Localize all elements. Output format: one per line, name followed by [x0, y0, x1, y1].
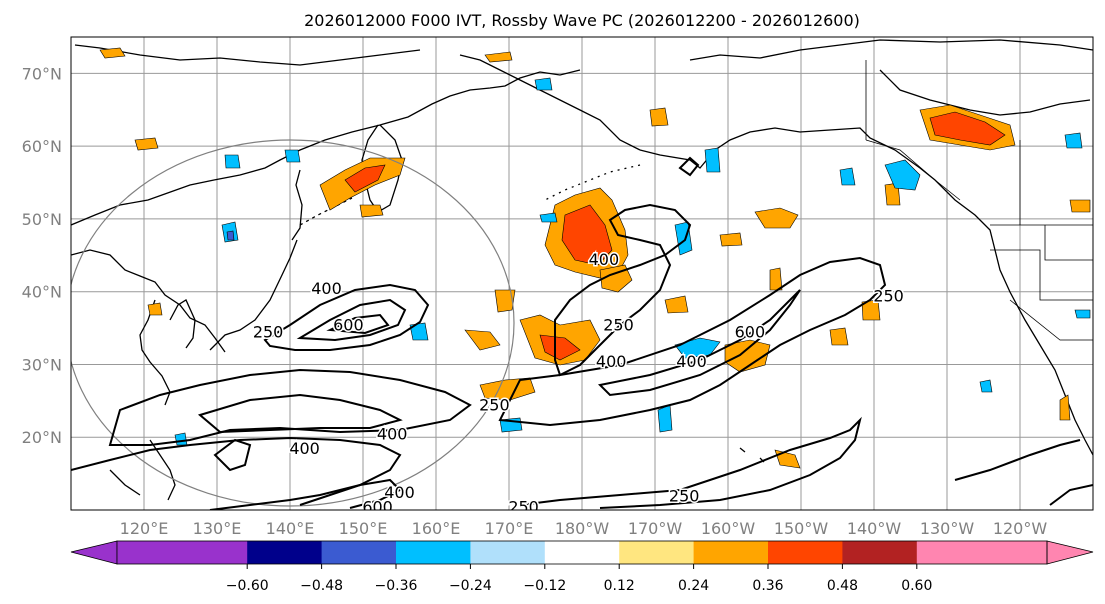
latitude-label: 70°N: [22, 64, 62, 83]
colorbar-tick-label: −0.36: [375, 578, 418, 594]
colorbar-cell: [768, 541, 843, 564]
colorbar-extend-min: [70, 540, 118, 565]
colorbar-cell: [247, 541, 323, 564]
latitude-label: 40°N: [22, 283, 62, 302]
longitude-label: 140°E: [266, 519, 315, 538]
contour-label: 400: [676, 352, 707, 371]
longitude-label: 120°W: [993, 519, 1048, 538]
colorbar: −0.60 −0.48 −0.36 −0.24 −0.12 0.12 0.24 0.36 0.4…: [70, 540, 1094, 594]
longitude-label: 170°E: [485, 519, 534, 538]
contour-label: 400: [384, 483, 415, 502]
longitude-label: 130°W: [920, 519, 975, 538]
colorbar-tick-label: 0.12: [604, 578, 635, 594]
positive-pc-anomaly-fills: [99, 47, 1091, 469]
contour-label: 400: [311, 279, 342, 298]
longitude-label: 140°W: [847, 519, 902, 538]
figure-title: 2026012000 F000 IVT, Rossby Wave PC (202…: [304, 11, 860, 30]
colorbar-frame: [116, 540, 1048, 565]
contour-label: 400: [589, 250, 620, 269]
contour-label: 250: [603, 315, 634, 334]
contour-label: 250: [873, 286, 904, 305]
contour-label: 600: [362, 497, 393, 516]
contour-label: 600: [333, 315, 364, 334]
ivt-contours: [71, 156, 1093, 510]
longitude-label: 170°W: [628, 519, 683, 538]
colorbar-tick-label: −0.48: [300, 578, 343, 594]
latitude-label: 60°N: [22, 137, 62, 156]
colorbar-tick-label: −0.60: [226, 578, 269, 594]
colorbar-cell: [544, 541, 620, 564]
colorbar-cell: [321, 541, 397, 564]
reference-circle: [71, 139, 515, 507]
contour-label: 250: [669, 486, 700, 505]
longitude-label: 120°E: [120, 519, 169, 538]
latitude-label: 20°N: [22, 428, 62, 447]
colorbar-cell: [396, 541, 471, 564]
colorbar-cell: [117, 541, 248, 564]
colorbar-tick-label: 0.36: [752, 578, 783, 594]
colorbar-extend-max: [1046, 540, 1094, 565]
colorbar-cell: [619, 541, 695, 564]
longitude-label: 150°W: [774, 519, 829, 538]
longitude-label: 130°E: [193, 519, 242, 538]
latitude-label: 50°N: [22, 210, 62, 229]
colorbar-cell: [916, 541, 1048, 564]
longitude-label: 160°W: [701, 519, 756, 538]
colorbar-tick-label: −0.24: [449, 578, 492, 594]
contour-label: 250: [253, 323, 284, 342]
colorbar-tick-label: 0.48: [827, 578, 858, 594]
latitude-labels: 70°N 60°N 50°N 40°N 30°N 20°N: [22, 64, 62, 447]
contour-label: 250: [508, 497, 539, 516]
contour-label: 400: [289, 439, 320, 458]
longitude-label: 160°E: [412, 519, 461, 538]
contour-label: 250: [479, 395, 510, 414]
colorbar-cells: [117, 541, 1048, 564]
colorbar-ticks: −0.60 −0.48 −0.36 −0.24 −0.12 0.12 0.24 0.36 0.4…: [226, 564, 932, 594]
negative-pc-anomaly-fills: [174, 77, 1091, 446]
colorbar-cell: [693, 541, 769, 564]
map-frame: [70, 36, 1094, 511]
latitude-label: 30°N: [22, 355, 62, 374]
longitude-label: 180°W: [555, 519, 610, 538]
colorbar-tick-label: 0.60: [901, 578, 932, 594]
political-borders: [865, 60, 1093, 341]
colorbar-cell: [470, 541, 546, 564]
colorbar-tick-label: 0.24: [678, 578, 709, 594]
contour-label: 400: [377, 425, 408, 444]
contour-label: 600: [735, 323, 766, 342]
contour-label: 400: [596, 352, 627, 371]
longitude-label: 150°E: [339, 519, 388, 538]
longitude-labels: 120°E 130°E 140°E 150°E 160°E 170°E 180°W 170°W…: [120, 519, 1048, 538]
colorbar-tick-label: −0.12: [523, 578, 566, 594]
colorbar-cell: [842, 541, 918, 564]
